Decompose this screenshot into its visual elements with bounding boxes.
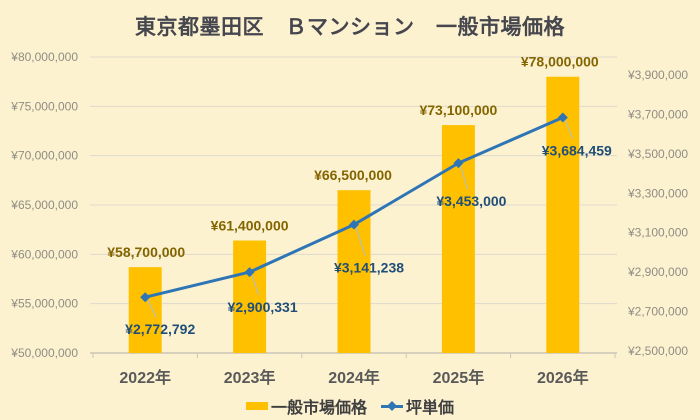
line-data-label: ¥3,453,000 bbox=[436, 193, 506, 209]
legend-item-market-price[interactable]: 一般市場価格 bbox=[245, 394, 367, 418]
legend-item-unit-price[interactable]: 坪単価 bbox=[381, 394, 454, 418]
legend: 一般市場価格 坪単価 bbox=[0, 394, 700, 418]
line-data-label: ¥3,684,459 bbox=[542, 142, 612, 158]
left-axis-tick-label: ¥55,000,000 bbox=[10, 297, 78, 311]
x-axis-category-label: 2022年 bbox=[119, 368, 171, 387]
bar-series-swatch-icon bbox=[245, 402, 268, 410]
left-axis-tick-label: ¥70,000,000 bbox=[10, 149, 78, 163]
line-marker-diamond-icon bbox=[140, 292, 151, 303]
bar-2022年 bbox=[128, 267, 162, 353]
legend-label-market-price: 一般市場価格 bbox=[270, 400, 367, 417]
x-axis-category-label: 2026年 bbox=[537, 368, 589, 387]
line-data-label: ¥3,141,238 bbox=[334, 260, 404, 276]
bar-data-label: ¥61,400,000 bbox=[211, 218, 289, 234]
line-marker-diamond-icon bbox=[557, 112, 568, 123]
bar-data-label: ¥78,000,000 bbox=[521, 54, 599, 70]
right-axis-tick-label: ¥2,700,000 bbox=[627, 305, 688, 319]
x-axis-category-label: 2025年 bbox=[433, 368, 485, 387]
right-axis-tick-label: ¥2,900,000 bbox=[627, 265, 688, 279]
line-marker-diamond-icon bbox=[244, 267, 255, 278]
bar-2023年 bbox=[233, 240, 267, 353]
line-marker-diamond-icon bbox=[349, 219, 359, 230]
right-axis-tick-label: ¥3,900,000 bbox=[627, 68, 688, 82]
right-axis-tick-label: ¥3,500,000 bbox=[627, 147, 688, 161]
bar-data-label: ¥73,100,000 bbox=[419, 102, 497, 118]
left-axis-tick-label: ¥50,000,000 bbox=[10, 346, 78, 360]
data-label-leader-line bbox=[459, 164, 468, 190]
line-marker-diamond-icon bbox=[453, 158, 464, 169]
data-label-leader-line bbox=[355, 226, 366, 256]
data-label-leader-line bbox=[564, 119, 574, 139]
right-axis-tick-label: ¥3,700,000 bbox=[627, 107, 688, 121]
bar-data-label: ¥58,700,000 bbox=[107, 244, 185, 260]
left-axis-tick-label: ¥75,000,000 bbox=[10, 99, 78, 113]
left-axis-tick-label: ¥65,000,000 bbox=[10, 198, 78, 212]
legend-label-unit-price: 坪単価 bbox=[406, 400, 455, 417]
right-axis-tick-label: ¥3,300,000 bbox=[627, 186, 688, 200]
data-label-leader-line bbox=[251, 273, 260, 296]
data-label-leader-line bbox=[146, 298, 157, 318]
line-series-swatch-icon bbox=[381, 401, 403, 411]
x-axis-category-label: 2023年 bbox=[224, 368, 276, 387]
chart-title: 東京都墨田区 Ｂマンション 一般市場価格 bbox=[135, 16, 565, 39]
line-data-label: ¥2,772,792 bbox=[125, 321, 195, 337]
right-axis-tick-label: ¥3,100,000 bbox=[627, 226, 688, 240]
x-axis-category-label: 2024年 bbox=[328, 368, 380, 387]
right-axis-tick-label: ¥2,500,000 bbox=[627, 344, 688, 358]
left-axis-tick-label: ¥80,000,000 bbox=[10, 50, 78, 64]
line-data-label: ¥2,900,331 bbox=[228, 299, 298, 315]
bar-data-label: ¥66,500,000 bbox=[314, 167, 392, 183]
left-axis-tick-label: ¥60,000,000 bbox=[10, 247, 78, 261]
